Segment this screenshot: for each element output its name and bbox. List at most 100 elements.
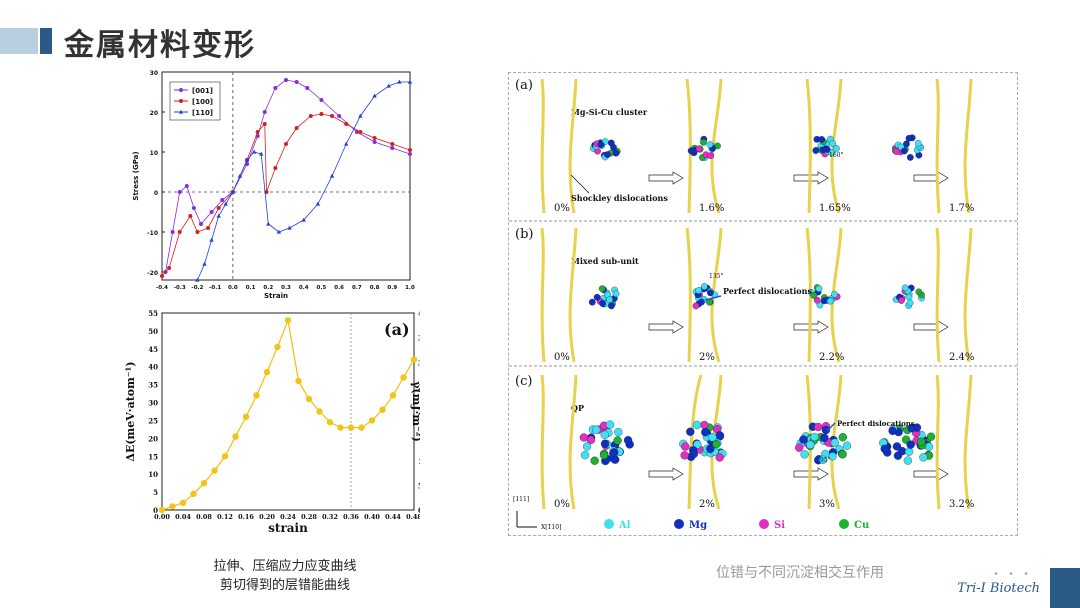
atom bbox=[819, 146, 827, 154]
xtick-label: 0.4 bbox=[299, 285, 309, 291]
atom bbox=[888, 426, 897, 435]
strain-percent: 0% bbox=[554, 203, 570, 214]
cluster-label: Mg-Si-Cu cluster bbox=[571, 107, 648, 117]
data-point bbox=[266, 221, 271, 226]
legend-label: Al bbox=[618, 520, 631, 531]
atom bbox=[593, 293, 601, 301]
data-point bbox=[216, 213, 221, 218]
atom bbox=[900, 147, 908, 155]
annotation-arrow bbox=[826, 422, 836, 432]
atom bbox=[614, 427, 623, 437]
atom bbox=[799, 435, 808, 444]
atom bbox=[833, 145, 840, 152]
xtick-label: 0.00 bbox=[154, 513, 170, 521]
axis-note: X[1̄10] bbox=[541, 524, 561, 531]
angle-label: 95° bbox=[820, 457, 831, 464]
atom bbox=[599, 451, 609, 460]
data-point bbox=[295, 377, 302, 385]
atom bbox=[599, 300, 606, 307]
atom bbox=[698, 298, 705, 306]
step-arrow bbox=[913, 320, 949, 334]
xtick-label: 0.5 bbox=[317, 285, 327, 291]
data-point bbox=[344, 122, 349, 126]
legend-swatch bbox=[759, 519, 769, 529]
ytick-label-right: 200 bbox=[418, 408, 420, 417]
plot-frame bbox=[161, 312, 415, 511]
atom bbox=[715, 431, 724, 440]
data-point bbox=[262, 122, 267, 126]
atom bbox=[831, 290, 838, 298]
ytick-label-right: 50 bbox=[418, 481, 420, 490]
atom bbox=[606, 296, 613, 303]
xtick-label: 0.44 bbox=[385, 513, 401, 521]
data-point bbox=[273, 86, 278, 90]
atom bbox=[700, 283, 708, 290]
atom bbox=[597, 141, 605, 149]
atom bbox=[608, 302, 615, 310]
panel-label: (a) bbox=[384, 320, 410, 339]
atom bbox=[707, 152, 715, 159]
annotation-arrow bbox=[704, 295, 722, 301]
atom bbox=[689, 449, 698, 459]
atom bbox=[905, 134, 913, 142]
strain-percent: 2.2% bbox=[819, 352, 844, 363]
ytick-label-left: 15 bbox=[148, 452, 158, 461]
atom bbox=[919, 453, 928, 462]
atom bbox=[582, 442, 592, 451]
atom bbox=[580, 450, 590, 460]
dislocation-line bbox=[568, 374, 578, 510]
atom bbox=[695, 145, 703, 153]
atom bbox=[901, 284, 909, 292]
atom bbox=[607, 139, 615, 147]
atom bbox=[917, 437, 926, 446]
strain-percent: 2% bbox=[699, 499, 715, 510]
atom bbox=[681, 442, 690, 451]
cluster-label: Mixed sub-unit bbox=[571, 256, 639, 266]
row-label: (b) bbox=[515, 227, 533, 242]
data-point bbox=[372, 136, 377, 140]
atom bbox=[613, 436, 622, 445]
dislocation-line bbox=[963, 374, 973, 510]
atom bbox=[915, 288, 923, 296]
data-point bbox=[284, 316, 292, 324]
atom bbox=[829, 140, 836, 147]
x-axis-label: strain bbox=[268, 521, 308, 535]
y-axis-label-right: γ(mJ·m⁻²) bbox=[410, 381, 420, 442]
data-point bbox=[287, 225, 292, 230]
data-point bbox=[337, 114, 342, 118]
data-point bbox=[337, 424, 344, 431]
ytick-label: -20 bbox=[147, 270, 158, 277]
data-point bbox=[308, 114, 313, 118]
cluster-label: QP bbox=[571, 403, 584, 413]
atom bbox=[905, 293, 913, 301]
data-point bbox=[202, 261, 207, 266]
atom bbox=[600, 439, 610, 448]
ytick-label-left: 30 bbox=[148, 399, 158, 408]
dislocation-line bbox=[685, 78, 692, 214]
atom bbox=[800, 450, 809, 459]
atom bbox=[588, 298, 596, 306]
corner-accent bbox=[1050, 568, 1080, 608]
strain-percent: 3.2% bbox=[949, 499, 974, 510]
series-line bbox=[197, 81, 410, 281]
data-point bbox=[326, 419, 334, 426]
right-caption: 位错与不同沉淀相交互作用 bbox=[716, 565, 884, 581]
atom bbox=[579, 433, 589, 442]
dislocation-simulation-graphic: (a) Mg-Si-Cu cluster 0% 1.6% 1.65% 1.7% Shockl… bbox=[509, 78, 1017, 531]
data-point bbox=[221, 453, 229, 460]
xtick-label: -0.2 bbox=[191, 285, 203, 291]
data-point bbox=[379, 406, 386, 413]
atom bbox=[687, 147, 695, 155]
atom bbox=[907, 424, 916, 433]
legend-swatch-marker bbox=[179, 88, 183, 92]
atom bbox=[842, 441, 852, 450]
data-point bbox=[284, 142, 288, 146]
xtick-label: 0.48 bbox=[406, 513, 420, 521]
legend-label: Si bbox=[774, 520, 785, 531]
atom bbox=[926, 432, 936, 441]
atom bbox=[904, 447, 914, 456]
ytick-label-left: 25 bbox=[148, 416, 158, 425]
ytick-label-left: 40 bbox=[148, 363, 158, 372]
step-arrow bbox=[913, 171, 949, 185]
xtick-label: 0.12 bbox=[217, 513, 233, 521]
